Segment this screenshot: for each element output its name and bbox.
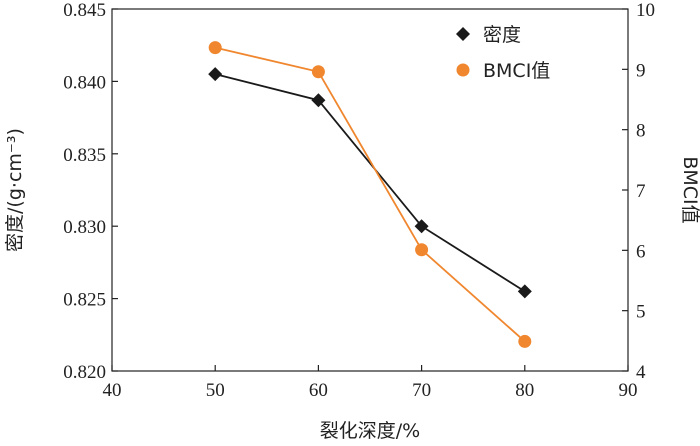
y-right-tick-label: 6 [636,241,646,262]
legend-diamond-icon [456,27,470,41]
legend: 密度 BMCI值 [456,24,550,82]
x-tick-label: 80 [515,380,534,401]
legend-label: BMCI值 [483,60,550,82]
y-right-tick-label: 10 [636,0,655,21]
y-right-tick-label: 9 [636,60,646,81]
axes: 40 50 60 70 80 90 0.820 0.825 0.830 0.835 0.840 0.8… [4,0,700,442]
y-left-tick-label: 0.820 [63,362,106,383]
y-left-axis-label: 密度/(g·cm⁻³) [4,128,26,252]
series-lines [214,46,526,343]
series-markers [208,41,532,348]
y-right-tick-label: 4 [636,362,646,383]
circle-marker [518,334,532,348]
y-left-tick-label: 0.825 [63,290,106,311]
circle-marker [208,41,222,55]
diamond-marker [414,219,429,234]
x-tick-label: 40 [103,380,122,401]
y-left-tick-label: 0.835 [63,145,106,166]
diamond-marker [208,67,223,82]
x-tick-label: 50 [206,380,225,401]
series-line-0 [214,73,526,293]
y-left-tick-label: 0.830 [63,217,106,238]
y-right-tick-label: 8 [636,121,646,142]
x-axis-label: 裂化深度/% [320,420,420,442]
plot-frame [111,8,629,372]
y-right-tick-label: 7 [636,181,646,202]
diamond-marker [311,93,326,108]
x-tick-label: 70 [412,380,431,401]
diamond-marker [517,284,532,299]
series-line-1 [214,46,526,343]
circle-marker [415,243,429,257]
x-tick-label: 90 [619,380,638,401]
circle-marker [311,65,325,79]
y-left-tick-label: 0.840 [63,72,106,93]
legend-label: 密度 [483,24,521,46]
legend-circle-icon [456,63,470,77]
y-left-tick-label: 0.845 [63,0,106,21]
y-right-tick-label: 5 [636,302,646,323]
x-tick-label: 60 [309,380,328,401]
y-right-axis-label: BMCI值 [679,156,700,223]
